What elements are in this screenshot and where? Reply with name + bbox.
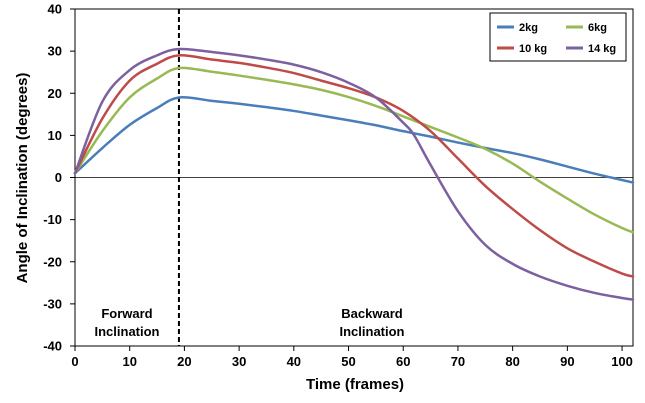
x-tick-label: 60 bbox=[396, 354, 410, 369]
y-tick-label: 30 bbox=[48, 44, 62, 59]
x-tick-label: 50 bbox=[341, 354, 355, 369]
x-axis-ticks: 0 10 20 30 40 50 60 70 80 90 100 bbox=[71, 346, 633, 369]
x-tick-label: 30 bbox=[232, 354, 246, 369]
y-axis-title: Angle of Inclination (degrees) bbox=[14, 73, 31, 284]
x-tick-label: 90 bbox=[560, 354, 574, 369]
forward-annotation-line-2: Inclination bbox=[95, 324, 160, 339]
y-tick-label: 20 bbox=[48, 86, 62, 101]
x-tick-label: 10 bbox=[122, 354, 136, 369]
legend-label-10kg: 10 kg bbox=[519, 43, 547, 55]
y-tick-label: -20 bbox=[43, 254, 62, 269]
y-tick-label: -40 bbox=[43, 339, 62, 354]
backward-annotation-line-2: Inclination bbox=[340, 324, 405, 339]
y-tick-label: -30 bbox=[43, 296, 62, 311]
x-tick-label: 70 bbox=[451, 354, 465, 369]
series-line-2kg bbox=[73, 95, 635, 184]
x-tick-label: 40 bbox=[287, 354, 301, 369]
y-tick-label: 0 bbox=[55, 170, 62, 185]
series-line-10kg bbox=[73, 54, 635, 278]
legend-label-6kg: 6kg bbox=[588, 22, 607, 34]
series-line-6kg bbox=[73, 66, 635, 234]
x-tick-label: 80 bbox=[505, 354, 519, 369]
legend-label-2kg: 2kg bbox=[519, 22, 538, 34]
forward-annotation-line-1: Forward bbox=[101, 306, 152, 321]
legend: 2kg 6kg 10 kg 14 kg bbox=[489, 12, 627, 62]
backward-annotation-line-1: Backward bbox=[341, 306, 402, 321]
x-axis-title: Time (frames) bbox=[306, 376, 404, 393]
series-lines bbox=[73, 47, 635, 301]
backward-inclination-annotation: Backward Inclination bbox=[340, 306, 405, 339]
legend-label-14kg: 14 kg bbox=[588, 43, 616, 55]
x-tick-label: 0 bbox=[71, 354, 78, 369]
forward-inclination-annotation: Forward Inclination bbox=[95, 306, 160, 339]
legend-box bbox=[489, 12, 627, 62]
series-line-14kg bbox=[73, 47, 635, 301]
y-tick-label: -10 bbox=[43, 212, 62, 227]
y-tick-label: 10 bbox=[48, 128, 62, 143]
x-tick-label: 100 bbox=[611, 354, 633, 369]
y-axis-ticks: -40 -30 -20 -10 0 10 20 30 40 bbox=[43, 2, 75, 354]
y-tick-label: 40 bbox=[48, 2, 62, 17]
x-tick-label: 20 bbox=[177, 354, 191, 369]
